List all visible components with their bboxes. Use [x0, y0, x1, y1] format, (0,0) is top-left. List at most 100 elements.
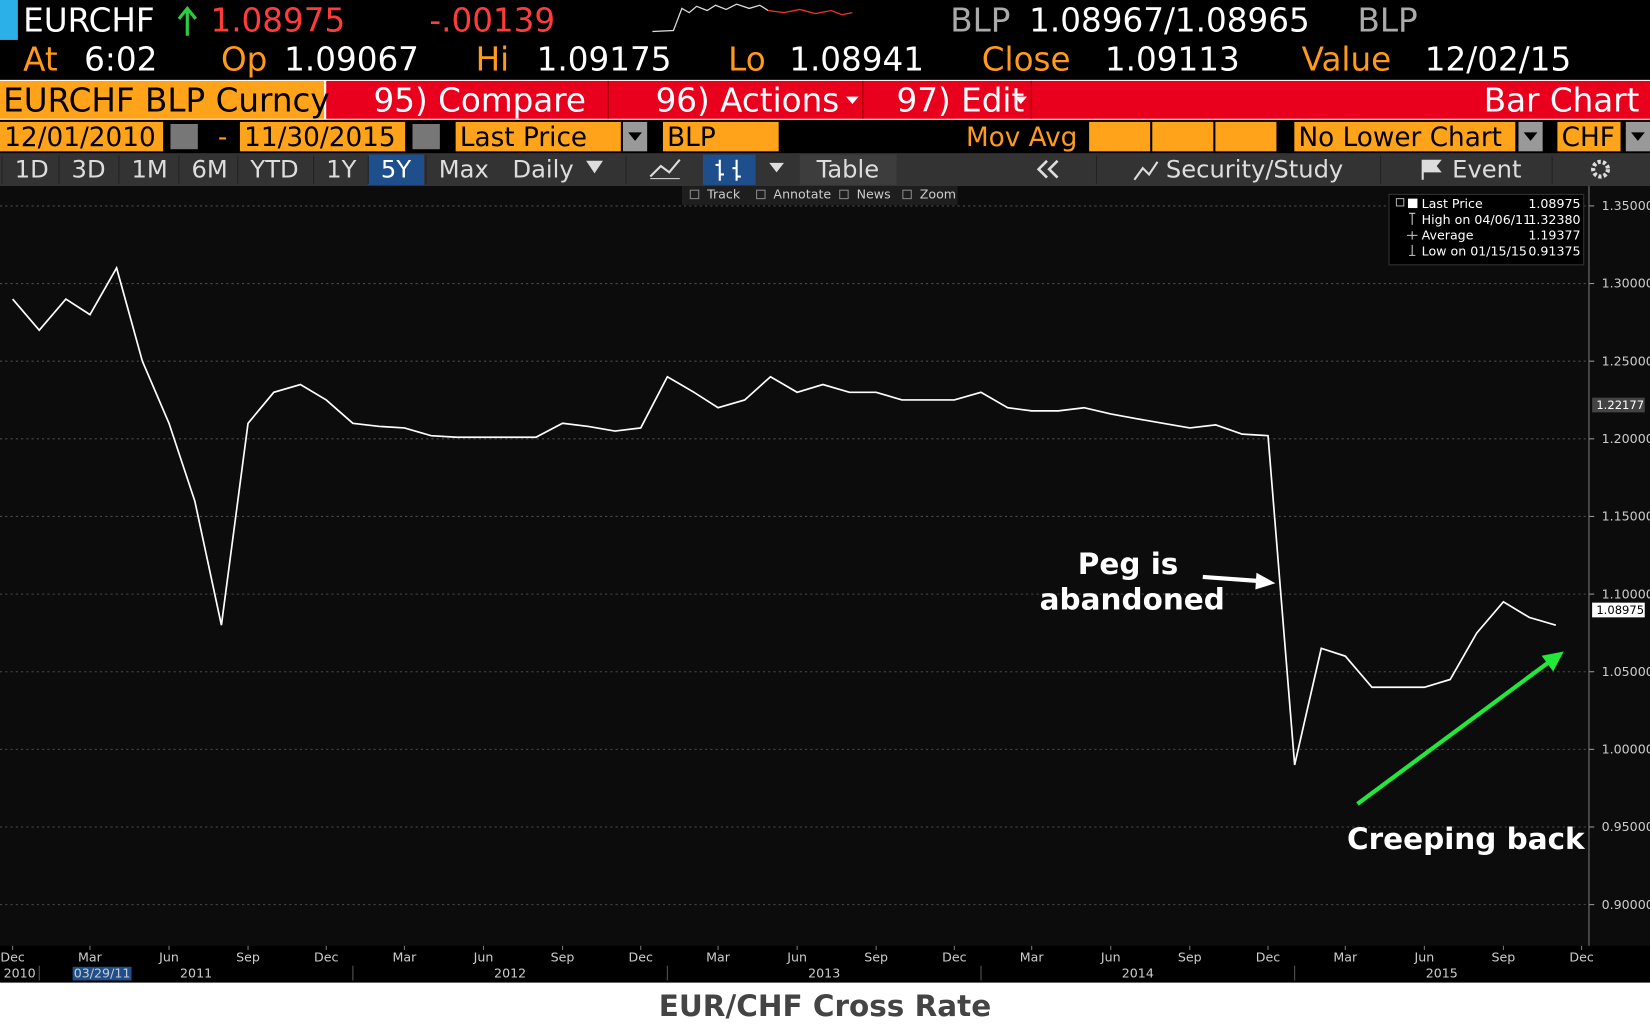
calendar-icon[interactable] [170, 124, 198, 150]
x-tick-label: Dec [629, 950, 653, 965]
x-tick-label: Sep [864, 950, 888, 965]
field-box[interactable] [455, 121, 621, 152]
security[interactable]: EURCHF BLP Curncy [3, 81, 330, 119]
overlay: Mov Avg [966, 123, 1077, 153]
stat-label: Value [1302, 40, 1392, 78]
y-tick-label: 1.05000 [1602, 664, 1650, 679]
flag-icon [1421, 159, 1442, 180]
annotation: Creeping back [1347, 822, 1586, 856]
tool-button[interactable]: Annotate [773, 187, 831, 202]
stat-value: 1.09113 [1105, 40, 1240, 78]
dropdown-arrow[interactable] [769, 162, 784, 173]
tool-strip [681, 186, 958, 205]
stat-label: Hi [476, 40, 510, 78]
annotation: Peg is [1078, 547, 1179, 581]
stat-label: Close [982, 40, 1071, 78]
legend-value: 1.19377 [1528, 228, 1580, 243]
period[interactable]: Daily [512, 156, 573, 184]
x-tick-label: Dec [942, 950, 966, 965]
last-price: 1.08975 [210, 2, 345, 40]
caption: EUR/CHF Cross Rate [659, 989, 991, 1023]
quote-bar [0, 0, 1650, 80]
event[interactable]: Event [1452, 156, 1521, 184]
mov-avg-box[interactable] [1152, 121, 1214, 152]
end-date-box[interactable] [239, 121, 406, 152]
y-tick-label: 1.25000 [1602, 353, 1650, 368]
x-tick-label: Jun [473, 950, 494, 965]
legend-value: 0.91375 [1528, 243, 1580, 258]
tool-button[interactable]: Track [706, 187, 741, 202]
range-button[interactable]: YTD [249, 156, 298, 184]
chart-bg [0, 186, 1650, 983]
x-tick-label: Dec [314, 950, 338, 965]
ticker: EURCHF [23, 2, 155, 40]
y-tick-label: 0.90000 [1602, 897, 1650, 912]
range-button[interactable]: 1M [132, 156, 168, 184]
currency: CHF [1562, 123, 1615, 153]
menu-items: 95) Compare 96) Actions 97) Edit [374, 81, 1025, 119]
range-buttons: 1D 3D 1M 6M YTD 1Y 5Y Max [1, 154, 489, 185]
legend-icons [1406, 212, 1418, 256]
x-tick-label: Mar [393, 950, 418, 965]
tool-icon [902, 189, 912, 200]
annotation-arrow [1202, 574, 1261, 584]
collapse-icon[interactable] [1036, 159, 1059, 179]
x-tick-label: Mar [706, 950, 731, 965]
line-chart-icon[interactable] [649, 159, 681, 178]
selected-range-bg [368, 154, 425, 185]
mov-avg-box[interactable] [1215, 121, 1277, 152]
range-button[interactable]: 1Y [326, 156, 356, 184]
tool-button[interactable]: Zoom [920, 187, 956, 202]
range-button[interactable]: Max [439, 156, 489, 184]
source-box[interactable] [662, 121, 779, 152]
source: BLP [667, 123, 716, 153]
stat-value: 1.09067 [284, 40, 419, 78]
x-tick-label: Dec [1256, 950, 1280, 965]
currency-box[interactable] [1557, 121, 1621, 152]
range-button[interactable]: 1D [15, 156, 49, 184]
dropdown-arrow [1014, 96, 1028, 105]
dropdown-arrow [628, 132, 642, 141]
x-tick-label: Sep [551, 950, 575, 965]
security-study[interactable]: Security/Study [1166, 156, 1343, 184]
legend-icon [1395, 198, 1405, 207]
y-tick-label: 1.35000 [1602, 198, 1650, 213]
menu-bar [326, 80, 1650, 119]
range-button[interactable]: 5Y [381, 156, 411, 184]
dropdown-arrow [1523, 132, 1538, 141]
tool-button[interactable]: News [857, 187, 891, 202]
legend-value: 1.08975 [1528, 196, 1580, 211]
price-tag: 1.22177 [1596, 398, 1644, 412]
net-change: -.00139 [429, 2, 555, 40]
menu-item[interactable]: 97) Edit [897, 81, 1025, 119]
annotation: abandoned [1040, 583, 1225, 617]
calendar-icon[interactable] [412, 124, 440, 150]
table[interactable]: Table [816, 156, 880, 184]
menu-item[interactable]: 95) Compare [374, 81, 586, 119]
stat-label: At [23, 40, 58, 78]
bar-chart-button[interactable] [702, 154, 756, 185]
dropdown-arrow [846, 96, 859, 105]
security-box[interactable] [0, 80, 325, 119]
gear-icon[interactable] [1591, 159, 1611, 179]
year-label: 2013 [808, 965, 840, 980]
lower-chart-box[interactable] [1294, 121, 1516, 152]
menu-item[interactable]: 96) Actions [656, 81, 840, 119]
y-tick-label: 1.30000 [1602, 276, 1650, 291]
view-name: Bar Chart [1484, 81, 1640, 119]
range-button[interactable]: 3D [72, 156, 106, 184]
lower-chart: No Lower Chart [1299, 123, 1502, 153]
legend-swatch [1407, 198, 1418, 209]
year-label: 2011 [180, 965, 212, 980]
y-tick-label: 1.10000 [1602, 586, 1650, 601]
table-button[interactable] [799, 154, 897, 185]
range-button[interactable]: 6M [192, 156, 228, 184]
x-tick-label: Dec [0, 950, 24, 965]
bar-chart-icon [715, 159, 741, 181]
start-date-box[interactable] [0, 121, 164, 152]
y-tick-label: 1.15000 [1602, 509, 1650, 524]
stat-label: Op [221, 40, 267, 78]
up-arrow [177, 5, 197, 36]
mov-avg-box[interactable] [1089, 121, 1151, 152]
